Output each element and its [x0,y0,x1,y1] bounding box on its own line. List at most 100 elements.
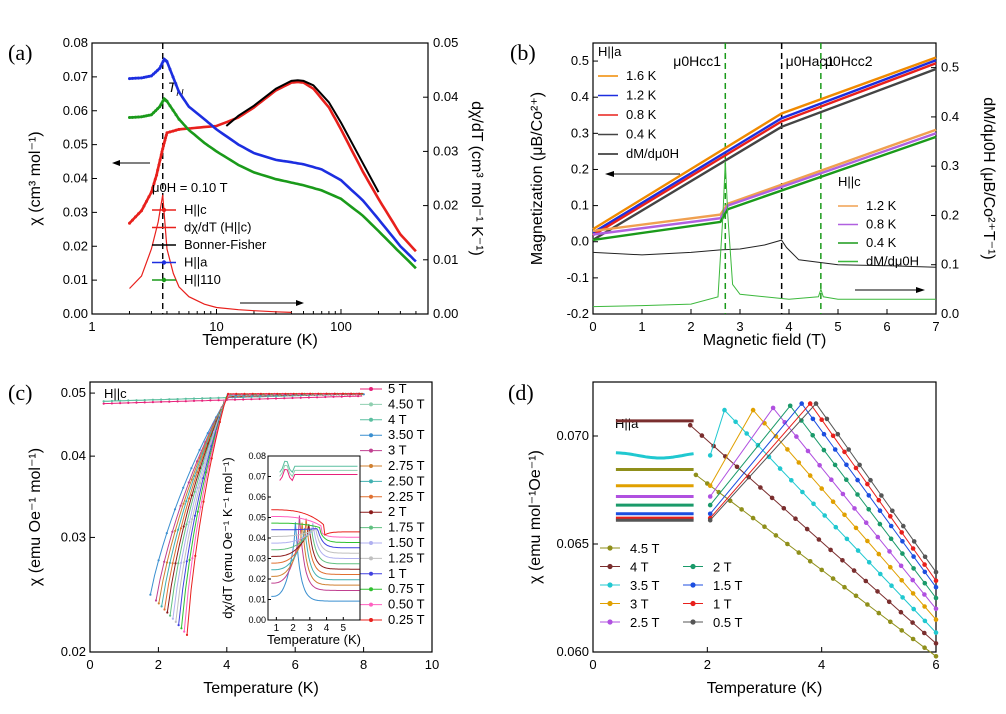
data-point [853,465,859,471]
legend-marker [369,510,373,515]
legend-entry: 1.5 T [713,578,742,593]
data-point [933,569,939,575]
data-point [182,502,185,505]
data-point [217,399,220,402]
y-tick-label: 0.3 [571,125,589,140]
data-point [163,138,167,142]
data-point [183,630,186,633]
legend-entry: dχ/dT (H||c) [184,220,252,235]
data-point [840,491,846,497]
legend-entry: 2.75 T [388,458,425,473]
data-point [866,560,872,565]
data-point [102,402,105,405]
data-point [166,611,169,614]
legend-entry: H||110 [184,272,221,287]
x-tick-label: 0 [589,319,596,334]
data-point [193,474,196,478]
data-point [762,524,767,529]
x-tick-label: 0 [589,657,596,672]
y-tick-label: 0.01 [63,272,88,287]
data-point [119,399,122,402]
data-point [145,75,148,79]
data-point [202,477,205,480]
data-point [830,499,836,505]
data-point [922,569,928,575]
data-point [877,508,883,513]
inset-x-tick-label: 2 [290,623,296,634]
data-point [168,104,172,108]
inset-y-tick-label: 0.04 [248,533,266,543]
data-point [933,584,939,590]
data-point [722,407,727,413]
data-point [149,190,153,194]
data-point [174,529,177,533]
data-point [824,416,830,422]
data-point [147,74,151,78]
data-point [164,133,168,137]
legend-entry: 3 T [388,443,407,458]
data-point [811,501,816,507]
data-point [142,204,146,208]
series-line [592,239,937,268]
data-point [268,392,271,395]
legend-marker [690,600,696,607]
legend-entry: 3.5 T [630,578,659,593]
data-point [324,395,327,399]
data-point [158,158,162,162]
data-point [180,627,183,630]
y-tick-label: 0.08 [63,35,88,50]
data-point [137,115,140,119]
data-point [173,508,177,511]
panel-label: (d) [508,380,534,405]
data-point [168,130,172,134]
y-tick-label: 0.03 [63,204,88,219]
data-point [143,399,146,402]
data-point [131,115,134,119]
data-point [187,481,190,484]
legend-entry: 5 T [388,381,407,396]
data-point [898,563,904,569]
data-point [863,578,869,584]
data-point [933,595,939,601]
x-tick-label: 5 [834,319,841,334]
y-tick-label: 0.04 [63,171,88,186]
data-point [193,490,196,493]
data-point [155,173,159,177]
y2-tick-label: 0.01 [433,252,458,267]
data-point [300,392,304,395]
data-point [174,83,178,86]
y-tick-label: -0.1 [567,270,589,285]
legend-title: H||a [598,44,622,59]
y-tick-label: 0.00 [63,306,88,321]
data-point [154,599,158,602]
data-point [855,492,860,497]
data-point [145,114,148,118]
data-point [810,433,815,438]
legend-entry: 3.50 T [388,427,425,442]
data-point [309,392,312,395]
legend-marker [369,571,373,576]
legend-entry: 2 T [713,560,732,575]
data-point [171,562,174,565]
data-point [128,116,131,119]
data-point [135,399,138,402]
data-point [842,512,847,518]
data-point [171,75,175,79]
data-point [149,113,153,117]
data-point [185,500,188,503]
series-line [615,451,694,460]
data-point [165,99,169,103]
data-point [160,605,163,608]
data-point [810,416,816,422]
data-point [161,144,165,148]
data-point [877,521,883,527]
x-tick-label: 10 [209,319,223,334]
y-tick-label: 0.060 [556,644,589,659]
inset-series-line [271,509,360,536]
data-point [687,422,693,428]
series-line [592,128,937,233]
inset-y-tick-label: 0.07 [248,472,266,482]
data-point [350,392,353,395]
data-point [177,90,181,94]
data-point [889,583,894,588]
